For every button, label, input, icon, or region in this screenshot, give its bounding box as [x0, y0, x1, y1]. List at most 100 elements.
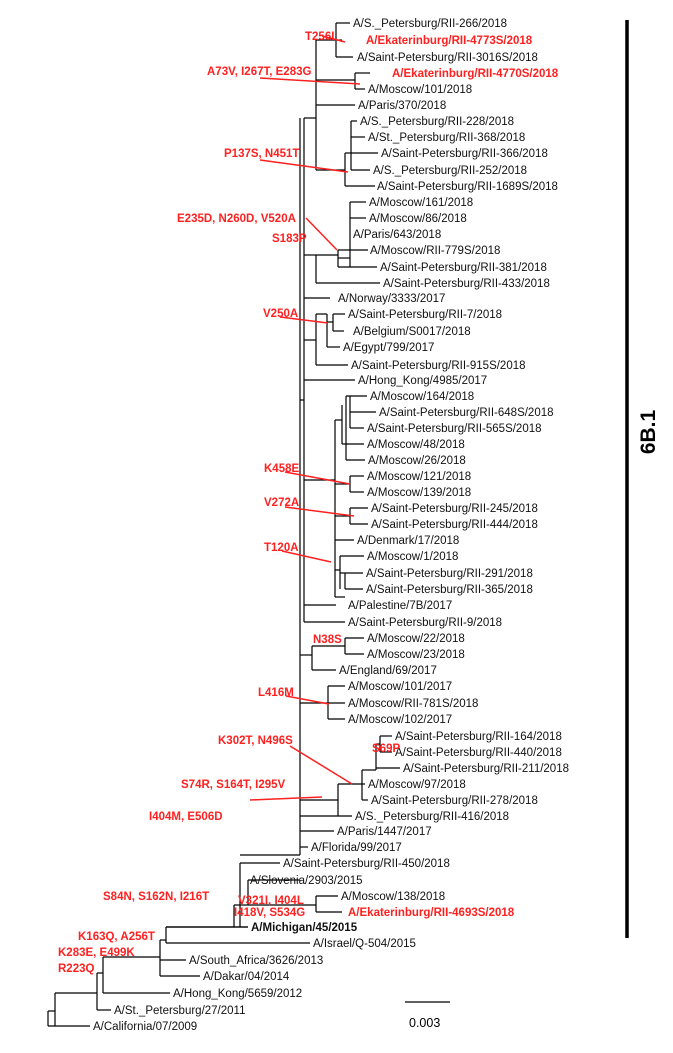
mutation-pointer [285, 695, 330, 705]
taxon-label: A/S._Petersburg/RII-266/2018 [353, 18, 507, 30]
taxon-label: A/Saint-Petersburg/RII-9/2018 [348, 617, 502, 629]
mutation-label: S183P [272, 233, 307, 245]
taxon-label: A/Moscow/161/2018 [369, 197, 473, 209]
mutation-label: K302T, N496S [218, 735, 293, 747]
taxon-label: A/Moscow/22/2018 [367, 633, 465, 645]
mutation-label: T256I [305, 31, 334, 43]
taxon-label: A/Saint-Petersburg/RII-433/2018 [383, 278, 550, 290]
taxon-label: A/Egypt/799/2017 [343, 342, 434, 354]
taxon-label: A/Moscow/97/2018 [368, 779, 466, 791]
mutation-label: I404M, E506D [149, 811, 223, 823]
taxon-label: A/St._Petersburg/27/2011 [114, 1005, 246, 1017]
mutation-pointer [249, 796, 323, 801]
taxon-label: A/Moscow/102/2017 [348, 714, 452, 726]
taxon-label: A/Moscow/RII-781S/2018 [348, 698, 478, 710]
mutation-label: S84N, S162N, I216T [103, 891, 209, 903]
taxon-label: A/Saint-Petersburg/RII-444/2018 [371, 519, 538, 531]
mutation-pointer [279, 316, 329, 324]
taxon-label: A/Saint-Petersburg/RII-565S/2018 [367, 423, 542, 435]
taxon-label: A/Saint-Petersburg/RII-278/2018 [371, 795, 538, 807]
taxon-label: A/Hong_Kong/4985/2017 [358, 375, 487, 387]
mutation-labels: T256I A73V, I267T, E283G P137S, N451T E2… [58, 31, 400, 975]
mutation-label: V321I, I404L [238, 895, 304, 907]
taxon-label: A/South_Africa/3626/2013 [189, 955, 323, 967]
taxon-label: A/Moscow/138/2018 [341, 891, 445, 903]
mutation-label: P137S, N451T [224, 148, 299, 160]
taxon-label: A/Saint-Petersburg/RII-648S/2018 [379, 407, 554, 419]
taxon-label: A/Saint-Petersburg/RII-291/2018 [366, 568, 533, 580]
mutation-pointer [284, 506, 355, 517]
taxon-label: A/Saint-Petersburg/RII-366/2018 [381, 148, 548, 160]
taxon-label: A/Saint-Petersburg/RII-164/2018 [395, 731, 562, 743]
taxon-label: A/Norway/3333/2017 [338, 293, 445, 305]
taxon-label: A/Saint-Petersburg/RII-3016S/2018 [357, 52, 538, 64]
taxon-labels: A/S._Petersburg/RII-266/2018 A/Ekaterinb… [93, 18, 569, 1033]
mutation-pointer [259, 159, 349, 173]
taxon-label: A/California/07/2009 [93, 1021, 197, 1033]
taxon-label: A/Florida/99/2017 [311, 842, 402, 854]
taxon-label: A/Paris/370/2018 [358, 100, 446, 112]
mutation-pointer [284, 471, 351, 485]
taxon-label: A/Saint-Petersburg/RII-365/2018 [366, 584, 533, 596]
taxon-label: A/Ekaterinburg/RII-4770S/2018 [392, 68, 559, 80]
taxon-label: A/Saint-Petersburg/RII-915S/2018 [351, 360, 526, 372]
taxon-label: A/England/69/2017 [339, 665, 437, 677]
taxon-label: A/Hong_Kong/5659/2012 [173, 988, 302, 1000]
taxon-label: A/Saint-Petersburg/RII-7/2018 [348, 309, 502, 321]
taxon-label: A/Moscow/101/2017 [348, 681, 452, 693]
taxon-label: A/Dakar/04/2014 [203, 971, 290, 983]
mutation-pointer [321, 35, 346, 43]
taxon-label: A/Saint-Petersburg/RII-245/2018 [371, 503, 538, 515]
taxon-label: A/Moscow/48/2018 [367, 439, 465, 451]
taxon-label: A/S._Petersburg/RII-416/2018 [355, 811, 509, 823]
taxon-label: A/Belgium/S0017/2018 [353, 326, 471, 338]
taxon-label: A/Palestine/7B/2017 [348, 600, 452, 612]
taxon-label: A/Saint-Petersburg/RII-450/2018 [283, 858, 450, 870]
taxon-label: A/Saint-Petersburg/RII-1689S/2018 [377, 181, 558, 193]
mutation-label: S74R, S164T, I295V [181, 779, 286, 791]
mutation-label: A73V, I267T, E283G [207, 66, 311, 78]
taxon-label: A/Moscow/139/2018 [367, 487, 471, 499]
taxon-label: A/Saint-Petersburg/RII-440/2018 [395, 747, 562, 759]
scale-bar-label: 0.003 [409, 1016, 440, 1030]
taxon-label: A/Moscow/86/2018 [369, 213, 467, 225]
tree-branches [47, 22, 400, 1027]
mutation-pointer [259, 77, 361, 85]
mutation-label: S69P [372, 743, 400, 755]
mutation-label: T120A [264, 542, 299, 554]
scale-bar: 0.003 [405, 1001, 450, 1030]
taxon-label: A/Saint-Petersburg/RII-211/2018 [403, 763, 569, 775]
clade-label: 6B.1 [637, 410, 660, 455]
taxon-label: A/Ekaterinburg/RII-4693S/2018 [348, 907, 515, 919]
taxon-label: A/Israel/Q-504/2015 [313, 938, 416, 950]
taxon-label: A/S._Petersburg/RII-228/2018 [360, 116, 514, 128]
taxon-label: A/Saint-Petersburg/RII-381/2018 [380, 262, 547, 274]
taxon-label: A/Moscow/26/2018 [368, 455, 466, 467]
taxon-label: A/Moscow/121/2018 [367, 471, 471, 483]
mutation-label: K458E [264, 463, 299, 475]
taxon-label: A/Paris/1447/2017 [337, 826, 432, 838]
clade-annotation: 6B.1 [625, 20, 660, 938]
mutation-label: R223Q [58, 963, 94, 975]
mutation-pointer [289, 745, 353, 785]
mutation-label: V272A [264, 497, 299, 509]
mutation-label: V250A [263, 308, 298, 320]
mutation-pointer [305, 217, 338, 251]
mutation-label: N38S [313, 634, 342, 646]
taxon-label: A/Moscow/RII-779S/2018 [370, 245, 500, 257]
taxon-label: A/St._Petersburg/RII-368/2018 [368, 132, 525, 144]
mutation-label: I418V, S534G [234, 907, 305, 919]
taxon-label: A/Moscow/101/2018 [368, 84, 472, 96]
mutation-pointers [249, 35, 361, 801]
taxon-label: A/Moscow/1/2018 [367, 551, 458, 563]
mutation-label: E235D, N260D, V520A [177, 213, 296, 225]
taxon-label: A/Paris/643/2018 [353, 229, 441, 241]
mutation-label: K283E, E499K [58, 947, 135, 959]
mutation-pointer [281, 550, 332, 563]
taxon-label: A/Moscow/164/2018 [370, 391, 474, 403]
mutation-label: K163Q, A256T [78, 931, 155, 943]
taxon-label: A/Denmark/17/2018 [357, 535, 459, 547]
taxon-label: A/Michigan/45/2015 [251, 922, 358, 934]
taxon-label: A/Ekaterinburg/RII-4773S/2018 [366, 35, 533, 47]
